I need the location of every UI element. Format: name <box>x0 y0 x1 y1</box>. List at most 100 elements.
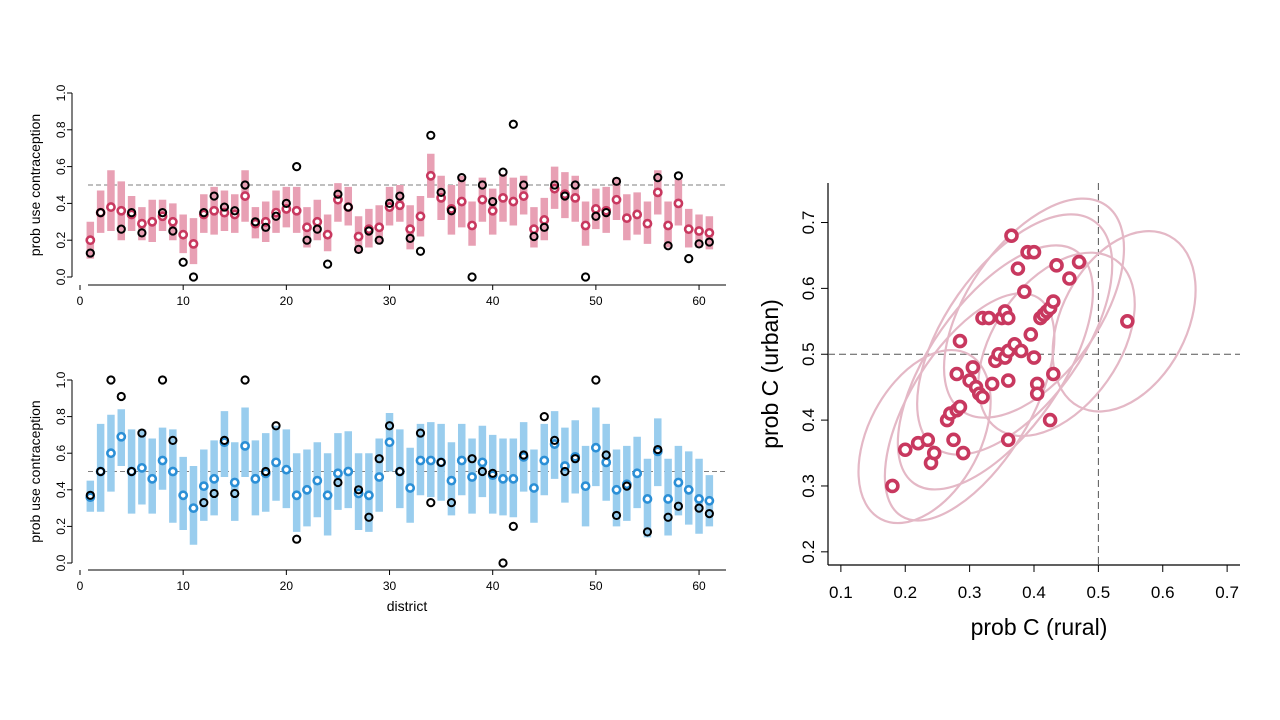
observed-point <box>673 501 684 511</box>
estimate-point <box>456 196 467 207</box>
estimate-point <box>209 473 220 484</box>
observed-point <box>580 272 591 282</box>
district-point <box>1062 271 1077 286</box>
confidence-ellipse <box>896 244 1094 491</box>
district-point <box>920 432 936 448</box>
x-tick-label: 0 <box>77 294 84 308</box>
observed-point <box>157 208 168 218</box>
observed-point <box>343 202 353 212</box>
estimate-point <box>415 455 426 466</box>
observed-point <box>261 222 271 232</box>
estimate-point <box>477 457 488 468</box>
district-point <box>897 442 913 458</box>
district-point <box>946 432 961 448</box>
observed-point <box>384 421 395 431</box>
y-tick-label: 0.6 <box>54 158 68 175</box>
x-tick-label: 20 <box>280 294 294 308</box>
estimate-point <box>673 477 684 488</box>
scatter-plot-area <box>828 183 1240 565</box>
estimate-point <box>353 231 364 242</box>
district-point <box>1042 412 1058 428</box>
estimate-point <box>580 481 591 492</box>
observed-point <box>694 503 704 513</box>
observed-point <box>126 208 137 218</box>
observed-point <box>168 435 178 445</box>
observed-point <box>684 254 694 264</box>
estimate-point <box>590 204 601 214</box>
estimate-point <box>137 462 147 473</box>
x-tick-label: 0.6 <box>1151 583 1175 602</box>
x-tick-label: 0.7 <box>1215 583 1239 602</box>
confidence-ellipse <box>857 348 992 525</box>
x-tick-label: 60 <box>692 579 706 593</box>
y-tick-label: 1.0 <box>54 371 68 388</box>
estimate-point <box>291 205 302 216</box>
observed-point <box>230 206 240 216</box>
observed-point <box>477 466 487 477</box>
estimate-point <box>85 235 96 246</box>
observed-point <box>477 180 487 190</box>
estimate-point <box>198 481 209 492</box>
estimate-point <box>580 220 591 231</box>
district-point <box>926 445 942 461</box>
estimate-point <box>467 220 477 231</box>
observed-point <box>116 224 126 234</box>
y-tick-label: 0.8 <box>54 121 68 138</box>
estimate-point <box>425 170 436 181</box>
observed-point <box>106 375 116 385</box>
estimate-point <box>405 483 416 493</box>
y-tick-label: 0.2 <box>799 540 818 564</box>
observed-point <box>673 171 684 181</box>
estimate-point <box>302 484 312 495</box>
y-tick-label: 0.2 <box>54 518 68 535</box>
estimate-point <box>374 472 385 482</box>
estimate-point <box>683 224 694 235</box>
observed-point <box>601 450 611 460</box>
observed-point <box>570 454 580 464</box>
y-axis-title: prob C (urban) <box>757 299 783 449</box>
confidence-ellipse <box>883 292 1056 522</box>
estimate-point <box>302 222 312 233</box>
y-tick-label: 0.2 <box>54 232 68 249</box>
observed-point <box>653 444 663 455</box>
estimate-point <box>467 472 477 482</box>
estimate-point <box>312 216 323 227</box>
x-tick-label: 20 <box>280 579 294 593</box>
observed-point <box>415 246 426 256</box>
estimate-point <box>621 213 632 224</box>
district-point <box>1029 386 1045 402</box>
observed-point <box>436 187 446 197</box>
estimate-point <box>384 437 395 448</box>
estimate-point <box>632 468 643 479</box>
x-tick-label: 50 <box>589 579 603 593</box>
x-tick-label: 0.4 <box>1022 583 1046 602</box>
observed-point <box>219 435 230 445</box>
observed-point <box>230 488 240 499</box>
observed-point <box>240 180 250 190</box>
estimate-point <box>343 466 354 477</box>
observed-point <box>560 466 570 477</box>
observed-point <box>292 162 302 172</box>
observed-point <box>539 222 549 232</box>
y-axis-title: prob use contraception <box>27 114 43 256</box>
urban-district-panel: 0 10 20 30 40 50 60 0.0 0.2 0.4 0.6 0.8 1.0 prob use … <box>27 371 726 614</box>
y-tick-label: 0.4 <box>54 481 68 498</box>
estimate-point <box>673 198 684 209</box>
estimate-point <box>157 455 168 466</box>
observed-point <box>353 485 364 495</box>
estimate-point <box>539 455 550 466</box>
rural-district-panel: 0 10 20 30 40 50 60 0.0 0.2 0.4 0.6 0.8 1.0 prob use … <box>27 84 726 308</box>
observed-point <box>292 534 302 544</box>
district-point <box>1004 228 1019 243</box>
confidence-ellipse <box>1051 230 1197 413</box>
estimate-point <box>529 224 539 235</box>
estimate-point <box>652 187 663 198</box>
y-tick-label: 0.4 <box>799 408 818 432</box>
y-tick-label: 0.6 <box>799 277 818 301</box>
estimate-point <box>188 503 199 513</box>
x-axis-title: prob C (rural) <box>971 614 1108 640</box>
observed-point <box>374 454 384 464</box>
observed-point <box>209 488 219 499</box>
x-tick-label: 30 <box>383 579 397 593</box>
